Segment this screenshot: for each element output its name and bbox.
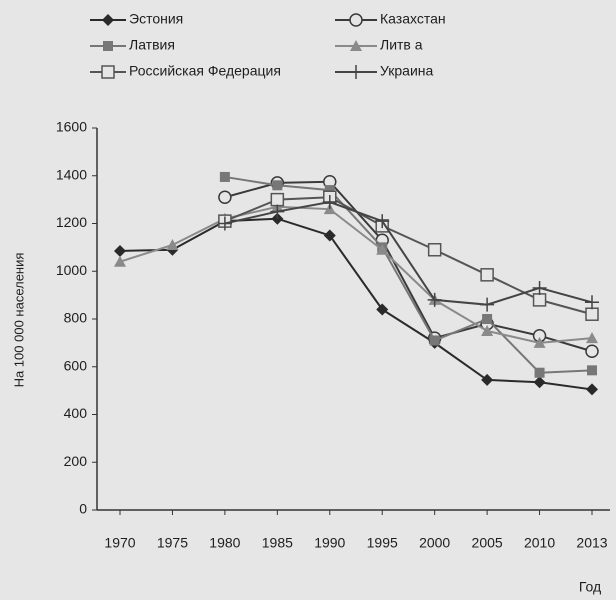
data-point (324, 185, 335, 196)
data-point (270, 204, 285, 219)
data-point (427, 292, 442, 307)
data-point (375, 214, 390, 229)
data-point (585, 307, 599, 321)
y-tick-label: 400 (64, 405, 88, 421)
data-point (322, 195, 337, 210)
y-tick-label: 200 (64, 453, 88, 469)
data-point (166, 238, 179, 250)
x-tick-label: 1985 (262, 535, 293, 551)
y-tick-label: 1000 (56, 262, 87, 278)
legend-label: Украина (380, 63, 434, 79)
data-point (482, 314, 493, 324)
legend-label: Литв а (380, 37, 423, 53)
data-point (114, 255, 126, 267)
data-point (532, 280, 547, 295)
data-point (218, 190, 232, 204)
y-axis-title: На 100 000 населения (11, 253, 26, 388)
legend-label: Российская Федерация (129, 63, 281, 79)
x-tick-label: 2000 (419, 535, 450, 551)
data-point (480, 297, 495, 312)
data-point (585, 295, 599, 310)
series-line (224, 175, 593, 374)
legend-label: Эстония (129, 11, 183, 27)
data-point (272, 180, 283, 191)
legend-label: Казахстан (380, 11, 446, 27)
data-point (219, 171, 230, 182)
data-point (376, 303, 389, 316)
legend-marker (102, 14, 114, 26)
x-tick-label: 1990 (314, 535, 345, 551)
x-tick-label: 2005 (472, 535, 503, 551)
y-tick-label: 600 (64, 357, 88, 373)
data-point (585, 344, 599, 358)
x-tick-label: 2013 (576, 535, 607, 551)
data-point (587, 365, 597, 376)
series-line (119, 205, 593, 344)
data-point (217, 216, 232, 231)
data-point (481, 324, 494, 336)
legend-label: Латвия (129, 37, 175, 53)
data-point (586, 383, 598, 396)
data-point (323, 229, 336, 242)
data-point (534, 367, 545, 378)
data-point (533, 376, 546, 389)
x-tick-label: 2010 (524, 535, 555, 551)
x-tick-label: 1995 (367, 535, 398, 551)
y-tick-label: 1600 (56, 119, 87, 135)
data-point (270, 192, 285, 207)
data-point (271, 212, 284, 225)
data-point (532, 293, 547, 307)
x-tick-label: 1980 (209, 535, 240, 551)
y-tick-label: 1400 (56, 166, 87, 182)
data-point (586, 332, 598, 344)
series-line (224, 200, 593, 306)
data-point (481, 373, 494, 386)
y-tick-label: 800 (64, 310, 88, 326)
legend-marker (350, 40, 362, 51)
legend-marker (103, 41, 113, 51)
data-point (427, 243, 442, 257)
data-point (480, 268, 494, 282)
y-tick-label: 1200 (56, 214, 87, 230)
series-line (224, 196, 593, 316)
legend-marker (101, 65, 115, 79)
data-point (429, 335, 440, 346)
data-point (533, 336, 546, 348)
x-tick-label: 1975 (157, 535, 188, 551)
data-point (376, 243, 389, 255)
series-line (119, 217, 593, 391)
x-axis-title: Год (579, 579, 601, 595)
y-tick-label: 0 (79, 501, 87, 517)
data-point (114, 244, 126, 257)
series-line (224, 180, 593, 353)
x-tick-label: 1970 (104, 535, 135, 551)
legend-marker (349, 13, 363, 27)
legend-marker (349, 65, 363, 79)
